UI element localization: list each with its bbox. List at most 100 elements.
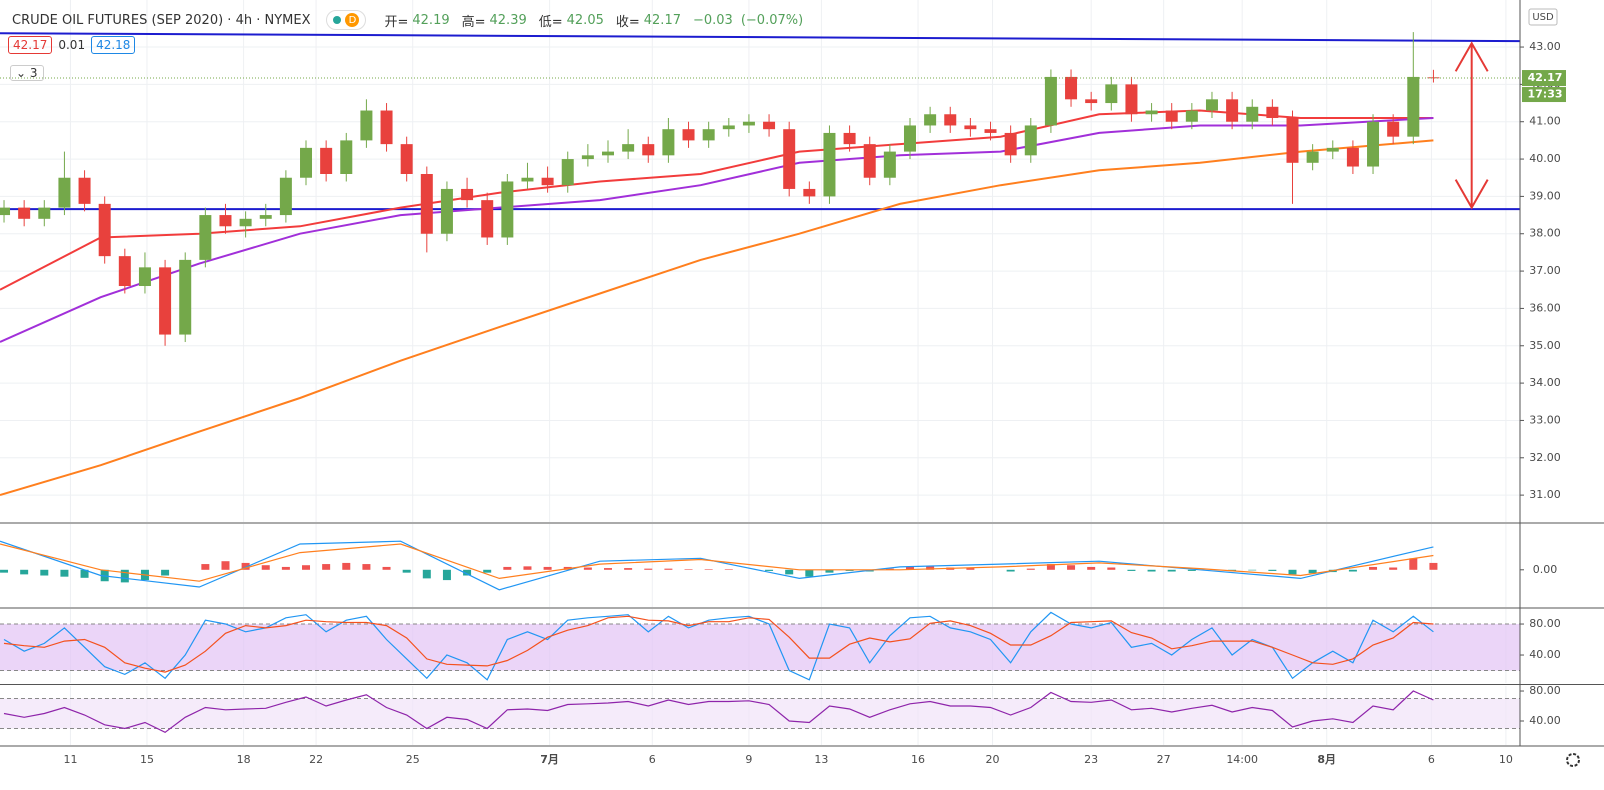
histogram-bar: [765, 569, 774, 571]
moving-average: [0, 109, 1434, 291]
histogram-bar: [281, 566, 290, 570]
trend-line: [0, 32, 1521, 43]
bid-ask: 42.17 0.01 42.18: [8, 36, 136, 54]
change-pct: (−0.07%): [740, 12, 804, 28]
candle-body: [259, 215, 272, 219]
y-tick-label: 34.00: [1529, 376, 1561, 389]
candle-body: [1105, 84, 1118, 104]
histogram-bar: [724, 569, 733, 570]
y-tick-label: 39.00: [1529, 189, 1561, 202]
histogram-bar: [463, 569, 472, 576]
candle-body: [783, 129, 796, 189]
oscillator-line: [3, 690, 1434, 733]
histogram-bar: [1026, 568, 1035, 570]
histogram-bar: [120, 569, 129, 583]
ohlc-value: 42.17: [643, 12, 681, 28]
candle-body: [843, 132, 856, 145]
candle-body: [984, 129, 997, 133]
ohlc-value: 42.39: [489, 12, 527, 28]
histogram-bar: [40, 569, 49, 576]
candle-body: [903, 125, 916, 152]
candle-body: [501, 181, 514, 238]
candle-body: [1407, 76, 1420, 137]
candle-body: [1306, 151, 1319, 163]
status-pill[interactable]: D: [326, 10, 367, 30]
candle-body: [682, 129, 695, 141]
candle-body: [1065, 76, 1078, 100]
candle-body: [380, 110, 393, 145]
candle-body: [179, 259, 192, 335]
candle-body: [239, 218, 252, 227]
histogram-bar: [503, 566, 512, 570]
legend-header: CRUDE OIL FUTURES (SEP 2020) · 4h · NYME…: [12, 10, 811, 30]
candle-body: [481, 200, 494, 238]
histogram-bar: [1067, 565, 1076, 570]
y-tick-label: 38.00: [1529, 227, 1561, 240]
symbol-title: CRUDE OIL FUTURES (SEP 2020) · 4h · NYME…: [12, 12, 311, 28]
histogram-bar: [825, 569, 834, 573]
bid[interactable]: 42.17: [8, 36, 53, 54]
candle-body: [300, 147, 313, 178]
candle-body: [340, 140, 353, 174]
candle-body: [1367, 121, 1380, 167]
histogram-bar: [624, 568, 633, 570]
candle-body: [642, 144, 655, 156]
candle-body: [1185, 110, 1198, 122]
histogram-bar: [664, 568, 673, 570]
histogram-bar: [785, 569, 794, 575]
histogram-bar: [1147, 569, 1156, 572]
histogram-bar: [1187, 569, 1196, 571]
histogram-bar: [543, 566, 552, 570]
histogram-bar: [604, 568, 612, 570]
candle-body: [1286, 117, 1299, 163]
candle-body: [823, 132, 836, 197]
ask[interactable]: 42.18: [91, 36, 136, 54]
indicator-count: 3: [29, 66, 38, 80]
candle-body: [1125, 84, 1138, 115]
x-tick-label: 10: [1499, 753, 1513, 766]
histogram-bar: [1268, 569, 1277, 571]
candle-body: [964, 125, 977, 130]
candle-body: [440, 188, 453, 234]
y-tick-label: 40.00: [1529, 152, 1561, 165]
histogram-bar: [422, 569, 431, 579]
candle-body: [763, 121, 776, 130]
indicators-toggle[interactable]: ⌄ 3: [10, 65, 44, 81]
histogram-bar: [241, 562, 250, 570]
x-tick-label: 6: [1428, 753, 1435, 766]
y-tick-label: 40.00: [1529, 714, 1561, 727]
x-tick-label: 11: [63, 753, 77, 766]
candle-body: [581, 155, 594, 160]
candle-body: [1085, 99, 1098, 104]
currency-label: USD: [1532, 12, 1554, 23]
candle-body: [622, 144, 635, 152]
candle-body: [420, 174, 433, 234]
candle-body: [742, 121, 755, 126]
countdown-tag: [1522, 87, 1566, 103]
moving-average: [0, 139, 1434, 497]
candle-body: [138, 267, 151, 287]
histogram-bar: [1006, 569, 1015, 572]
x-tick-label: 16: [911, 753, 925, 766]
settings-icon[interactable]: [1566, 753, 1580, 767]
candle-body: [602, 151, 614, 156]
histogram-bar: [60, 569, 69, 577]
candle-body: [662, 129, 675, 156]
candle-body: [541, 177, 554, 186]
histogram-bar: [161, 569, 170, 576]
band-fill: [0, 698, 1520, 729]
candle-body: [159, 267, 172, 335]
histogram-bar: [905, 566, 914, 570]
histogram-bar: [523, 566, 532, 570]
histogram-bar: [1409, 558, 1418, 570]
countdown-label: 17:33: [1527, 88, 1562, 101]
moving-average: [0, 117, 1434, 343]
candle-body: [1145, 110, 1158, 115]
histogram-bar: [1308, 569, 1317, 574]
candle-body: [38, 207, 51, 219]
y-tick-label: 36.00: [1529, 301, 1561, 314]
x-tick-label: 14:00: [1226, 753, 1258, 766]
histogram-bar: [201, 564, 210, 570]
price-tag: [1522, 70, 1566, 87]
